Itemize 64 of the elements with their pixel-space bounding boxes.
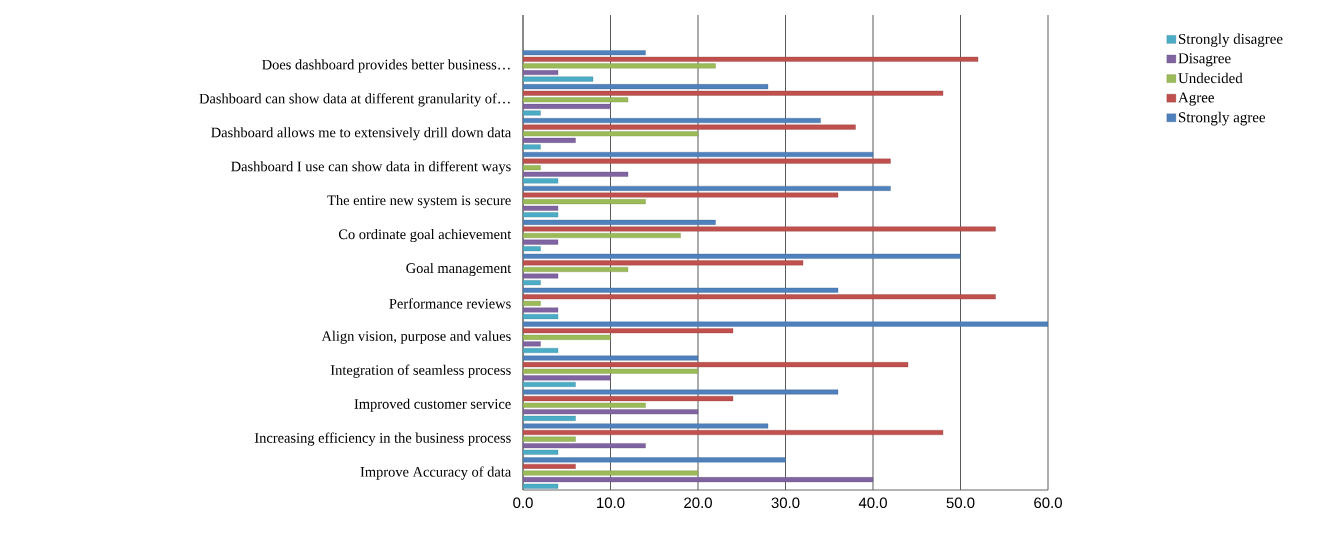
bar	[523, 233, 681, 238]
bar	[523, 334, 611, 340]
y-tick-label: Align vision, purpose and values	[321, 330, 511, 344]
y-tick-label: Dashboard can show data at different granularity of…	[199, 93, 510, 107]
bar	[523, 165, 541, 171]
y-tick-label: Co ordinate goal achievement	[338, 228, 512, 243]
bar	[523, 314, 559, 320]
y-tick-label: Improved customer service	[354, 398, 511, 412]
bar	[523, 178, 559, 184]
x-tick-label: 50.0	[946, 497, 975, 509]
legend-label: Undecided	[1178, 72, 1243, 84]
legend-label: Disagree	[1178, 53, 1231, 67]
bar	[523, 402, 646, 408]
bar	[523, 470, 699, 476]
bar	[523, 118, 821, 124]
bar	[523, 355, 699, 361]
bar	[523, 199, 646, 205]
y-tick-label: The entire new system is secure	[327, 195, 511, 209]
bar	[523, 152, 874, 157]
bar	[523, 436, 576, 442]
bar	[523, 267, 629, 272]
x-tick-label: 10.0	[597, 497, 625, 509]
y-tick-label: Goal management	[406, 262, 512, 277]
y-tick-label: Integration of seamless process	[330, 364, 511, 378]
bar	[523, 483, 559, 489]
x-tick-label: 0.0	[513, 497, 533, 509]
y-tick-label: Dashboard allows me to extensively drill down data	[211, 127, 512, 141]
y-tick-label: Dashboard I use can show data in different ways	[231, 161, 511, 175]
bar	[523, 144, 541, 150]
y-tick-label: Performance reviews	[389, 298, 511, 309]
bar	[523, 389, 839, 395]
bar	[523, 50, 646, 56]
bar	[523, 423, 769, 429]
bar	[523, 97, 629, 103]
bar	[523, 381, 576, 387]
y-tick-label: Improve Accuracy of data	[360, 466, 512, 480]
bar	[523, 185, 891, 191]
bar	[523, 131, 699, 137]
x-tick-label: 30.0	[771, 497, 800, 509]
bar	[523, 110, 541, 116]
bar	[523, 219, 716, 225]
bar	[523, 246, 541, 252]
y-tick-label: Increasing efficiency in the business process	[254, 432, 511, 446]
bar	[523, 63, 716, 69]
bar	[523, 348, 559, 353]
legend-label: Strongly agree	[1178, 111, 1266, 126]
bar	[523, 449, 559, 455]
bar	[523, 321, 1049, 327]
x-tick-label: 40.0	[858, 497, 887, 509]
bar	[523, 368, 699, 374]
y-tick-label: Does dashboard provides better business…	[262, 59, 510, 73]
bar	[523, 457, 786, 463]
x-tick-label: 60.0	[1034, 497, 1062, 509]
bar	[523, 415, 576, 421]
bar	[523, 253, 961, 259]
bar	[523, 212, 559, 218]
bar	[523, 76, 594, 82]
bar	[523, 287, 839, 293]
bar	[523, 280, 541, 286]
bar	[523, 300, 541, 306]
legend-label: Agree	[1178, 92, 1214, 106]
legend-label: Strongly disagree	[1178, 33, 1283, 48]
bar	[523, 84, 769, 90]
x-tick-label: 20.0	[684, 497, 712, 509]
